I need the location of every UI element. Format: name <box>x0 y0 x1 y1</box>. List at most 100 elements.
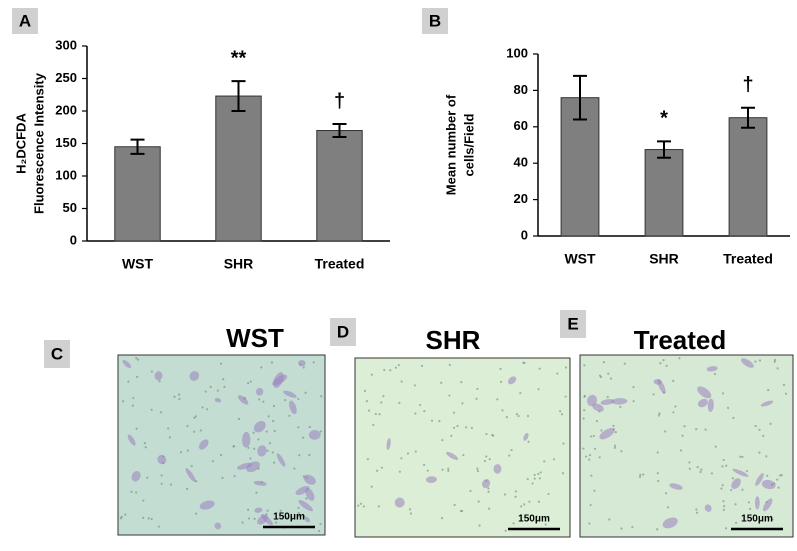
panel-label: C <box>51 344 63 363</box>
pore <box>178 397 181 401</box>
pore <box>560 413 564 416</box>
pore <box>370 485 373 488</box>
y-tick-label: 20 <box>514 191 528 206</box>
pore <box>638 475 642 479</box>
panel-label: A <box>19 11 31 30</box>
pore <box>754 424 757 428</box>
pore <box>365 400 368 403</box>
cell <box>295 486 310 495</box>
pore <box>136 375 139 378</box>
pore <box>514 495 517 498</box>
pore <box>372 423 375 427</box>
pore <box>270 361 274 364</box>
cell <box>236 462 252 470</box>
pore <box>543 460 546 463</box>
pore <box>593 489 596 492</box>
pore <box>317 529 321 533</box>
pore <box>499 367 502 370</box>
pore <box>720 487 723 490</box>
pore <box>773 360 776 363</box>
pore <box>409 512 413 515</box>
pore <box>378 413 381 416</box>
cell <box>762 498 773 512</box>
cell <box>386 437 391 451</box>
pore <box>505 416 508 419</box>
pore <box>556 372 559 375</box>
pore <box>699 470 702 474</box>
pore <box>665 364 668 367</box>
pore <box>726 406 730 410</box>
pore <box>173 395 176 398</box>
pore <box>678 357 681 360</box>
pore <box>758 428 761 431</box>
pore <box>582 417 585 420</box>
cell <box>707 398 714 413</box>
pore <box>193 430 196 433</box>
pore <box>377 505 380 508</box>
pore <box>423 463 426 466</box>
pore <box>732 416 735 419</box>
pore <box>308 453 311 457</box>
pore <box>237 417 241 421</box>
pore <box>552 458 556 461</box>
pore <box>462 453 465 457</box>
pore <box>527 440 530 443</box>
pore <box>504 529 507 532</box>
pore <box>465 426 468 429</box>
significance-mark: † <box>742 74 753 96</box>
pore <box>600 429 603 432</box>
pore <box>357 504 360 507</box>
cell <box>523 432 529 441</box>
pore <box>526 414 530 418</box>
pore <box>430 419 434 422</box>
cell <box>185 468 196 482</box>
cell <box>242 431 251 448</box>
pore <box>721 465 724 468</box>
cell <box>697 398 708 408</box>
pore <box>150 408 153 411</box>
pore <box>722 458 725 462</box>
micrograph <box>117 354 326 536</box>
cell <box>127 434 136 446</box>
pore <box>658 412 661 415</box>
pore <box>285 516 288 519</box>
cell <box>706 366 718 372</box>
pore <box>293 467 296 470</box>
pore <box>483 459 487 463</box>
cell <box>755 472 764 486</box>
pore <box>219 453 223 457</box>
pore <box>459 509 463 513</box>
pore <box>488 458 491 461</box>
cell <box>754 496 760 510</box>
pore <box>452 426 456 429</box>
pore <box>143 442 146 445</box>
pore <box>216 389 219 392</box>
pore <box>159 411 163 414</box>
pore <box>370 373 373 376</box>
bar <box>644 149 684 237</box>
pore <box>582 447 585 450</box>
pore <box>160 482 163 485</box>
cell <box>586 394 598 407</box>
pore <box>178 393 181 396</box>
pore <box>320 395 323 398</box>
pore <box>130 490 133 493</box>
pore <box>503 493 507 496</box>
y-tick-label: 60 <box>514 118 528 133</box>
pore <box>476 467 479 470</box>
pore <box>382 395 385 398</box>
pore <box>448 363 451 367</box>
cell <box>761 479 776 490</box>
pore <box>485 455 488 458</box>
pore <box>664 430 667 433</box>
panel-label-box <box>330 318 356 346</box>
pore <box>374 412 377 416</box>
y-axis-label: Mean number of <box>443 94 458 195</box>
cell <box>394 497 405 508</box>
cell <box>214 522 222 530</box>
pore <box>366 458 369 461</box>
pore <box>262 400 265 403</box>
pore <box>609 377 613 380</box>
pore <box>274 521 278 524</box>
